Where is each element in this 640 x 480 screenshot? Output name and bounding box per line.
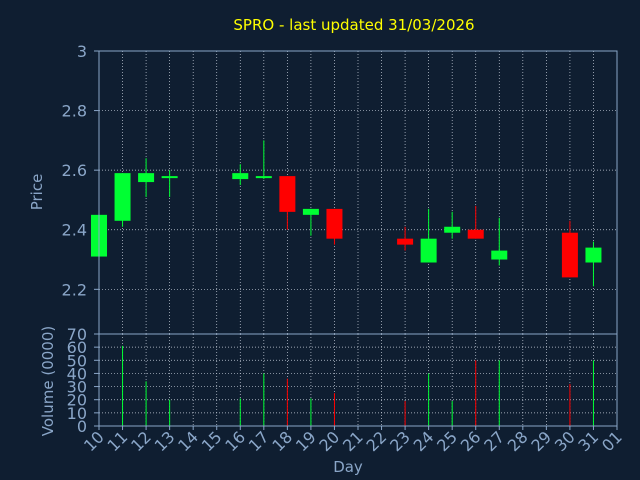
volume-bars — [122, 345, 594, 426]
price-axis-label: Price — [28, 174, 46, 211]
candles — [91, 140, 602, 287]
price-grid — [99, 51, 617, 334]
candle-body — [161, 176, 178, 179]
candle-body — [420, 238, 437, 263]
candle-body — [232, 173, 249, 180]
candle-body — [585, 247, 602, 263]
candle-body — [326, 208, 343, 239]
volume-tick-label: 20 — [67, 391, 87, 410]
candle-body — [302, 208, 319, 215]
volume-tick-label: 30 — [67, 378, 87, 397]
candle-body — [279, 176, 296, 212]
volume-axis-label: Volume (0000) — [39, 326, 57, 436]
price-tick-label: 3 — [77, 42, 87, 61]
x-tick-label: 01 — [598, 427, 626, 455]
volume-tick-label: 70 — [67, 325, 87, 344]
chart-title: SPRO - last updated 31/03/2026 — [233, 16, 474, 34]
volume-tick-label: 10 — [67, 404, 87, 423]
candle-body — [561, 232, 578, 278]
x-axis-label: Day — [333, 458, 363, 476]
volume-tick-label: 0 — [77, 417, 87, 436]
candle-body — [444, 226, 461, 233]
price-tick-label: 2.8 — [62, 102, 87, 121]
price-y-ticks: 2.2 2.4 2.6 2.8 3 — [62, 42, 99, 299]
volume-tick-label: 60 — [67, 338, 87, 357]
price-tick-label: 2.4 — [62, 221, 87, 240]
candle-body — [255, 176, 272, 179]
x-ticks: 1011121314151617181920212223242526272829… — [80, 426, 626, 455]
candle-body — [491, 250, 508, 260]
candle-body — [467, 229, 484, 239]
volume-tick-label: 50 — [67, 351, 87, 370]
volume-tick-label: 40 — [67, 364, 87, 383]
candle-body — [114, 173, 131, 221]
candle-body — [397, 238, 414, 245]
price-tick-label: 2.2 — [62, 280, 87, 299]
volume-panel-frame — [98, 333, 618, 427]
volume-grid — [99, 334, 617, 426]
candle-body — [138, 173, 155, 183]
price-tick-label: 2.6 — [62, 161, 87, 180]
